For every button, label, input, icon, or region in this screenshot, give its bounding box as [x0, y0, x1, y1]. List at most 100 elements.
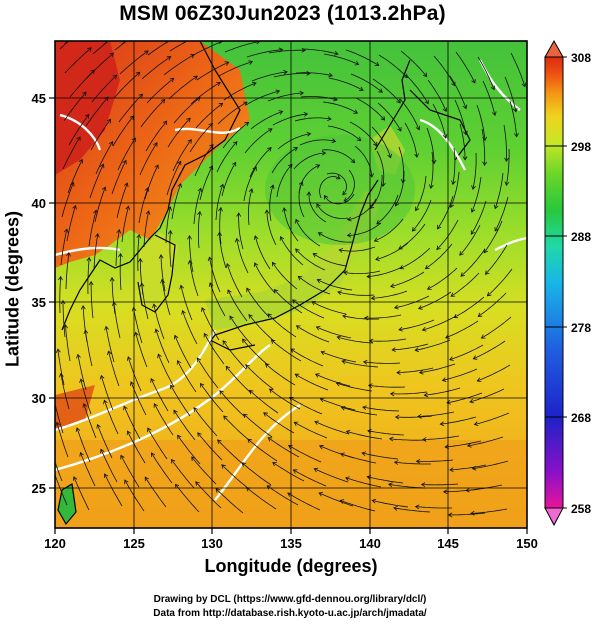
streamline-arrowhead — [340, 452, 345, 458]
streamline-arrowhead — [424, 264, 430, 270]
streamline-arrowhead — [415, 206, 420, 212]
streamline-arrowhead — [336, 335, 342, 341]
streamline-arrowhead — [426, 285, 432, 290]
streamline — [193, 188, 202, 225]
streamline-arrowhead — [253, 235, 259, 240]
streamline-arrowhead — [333, 51, 339, 56]
streamline — [390, 271, 425, 287]
streamline — [201, 307, 220, 341]
streamline — [88, 210, 97, 247]
streamline-arrowhead — [417, 413, 422, 419]
x-tick-145: 145 — [437, 536, 459, 551]
streamline — [298, 276, 331, 295]
streamline — [115, 229, 120, 267]
streamline-arrowhead — [75, 427, 81, 432]
streamline — [319, 176, 341, 199]
streamline — [119, 253, 122, 291]
streamline-arrowhead — [429, 184, 434, 189]
streamline-arrowhead — [109, 276, 115, 282]
x-tick-130: 130 — [201, 536, 223, 551]
streamline — [108, 351, 120, 387]
streamline — [415, 506, 452, 509]
streamline-arrowhead — [176, 160, 182, 166]
streamline-arrowhead — [462, 104, 468, 110]
streamline — [160, 254, 166, 292]
streamline — [321, 149, 355, 163]
streamline — [437, 195, 454, 230]
streamline-arrowhead — [472, 355, 478, 360]
streamline — [389, 438, 427, 441]
streamline — [112, 115, 134, 147]
streamline-arrowhead — [451, 81, 456, 87]
streamline-arrowhead — [187, 138, 192, 144]
streamline — [221, 162, 237, 197]
streamline-arrowhead — [135, 71, 141, 77]
streamline-arrowhead — [167, 229, 173, 235]
streamline — [57, 349, 65, 386]
streamline — [470, 200, 487, 235]
streamline — [144, 164, 159, 200]
colorbar-label-308: 308 — [571, 51, 591, 65]
streamline-arrowhead — [187, 259, 193, 265]
streamline-arrowhead — [76, 353, 81, 359]
streamline — [163, 54, 195, 76]
streamline-arrowhead — [459, 251, 464, 256]
streamline — [354, 145, 373, 178]
streamline — [367, 476, 404, 484]
streamline-arrowhead — [100, 448, 105, 454]
streamline — [392, 343, 429, 351]
streamline — [139, 142, 158, 176]
streamline — [243, 413, 273, 438]
streamline — [369, 338, 407, 342]
streamline — [69, 69, 95, 98]
streamline-arrowhead — [484, 270, 490, 275]
streamline — [283, 207, 299, 242]
streamline — [222, 121, 249, 149]
streamline-arrowhead — [273, 289, 279, 294]
streamline-arrowhead — [177, 182, 182, 188]
x-tick-120: 120 — [44, 536, 66, 551]
streamline — [138, 187, 149, 224]
streamline-arrowhead — [376, 220, 381, 225]
streamline-arrowhead — [197, 432, 202, 437]
streamline-arrowhead — [417, 305, 423, 310]
streamline-arrowhead — [312, 253, 318, 258]
y-axis-label: Latitude (degrees) — [2, 210, 23, 368]
streamline — [191, 41, 223, 57]
streamline — [246, 287, 270, 318]
streamline-arrowhead — [66, 251, 71, 257]
streamline-arrowhead — [232, 141, 238, 146]
streamline-arrowhead — [129, 115, 134, 120]
streamline — [265, 363, 296, 386]
streamline-arrowhead — [295, 218, 300, 224]
streamline — [362, 406, 400, 412]
streamline-arrowhead — [327, 116, 332, 121]
streamline — [293, 469, 327, 487]
streamline-arrowhead — [270, 339, 276, 344]
x-tick-135: 135 — [280, 536, 302, 551]
streamline — [405, 74, 429, 104]
streamline — [177, 435, 201, 465]
streamline-arrowhead — [225, 365, 231, 371]
streamline — [375, 242, 409, 260]
streamline — [293, 152, 326, 170]
colorbar-label-288: 288 — [571, 230, 591, 244]
streamline-arrowhead — [482, 161, 488, 166]
streamline — [169, 230, 172, 268]
streamline-arrowhead — [353, 109, 359, 114]
streamline — [394, 295, 430, 309]
streamline-arrowhead — [144, 476, 149, 482]
streamline-arrowhead — [248, 188, 254, 193]
streamline — [459, 224, 481, 256]
streamline-arrowhead — [248, 60, 254, 65]
streamline-arrowhead — [444, 444, 449, 450]
streamline — [219, 390, 246, 418]
streamline — [424, 387, 461, 396]
streamline-arrowhead — [173, 334, 179, 340]
streamline — [399, 98, 420, 130]
streamline-arrowhead — [88, 280, 94, 286]
streamline-arrowhead — [170, 458, 176, 464]
streamline-arrowhead — [287, 492, 292, 497]
streamline-arrowhead — [86, 256, 92, 262]
isotherm-contours — [55, 59, 527, 501]
